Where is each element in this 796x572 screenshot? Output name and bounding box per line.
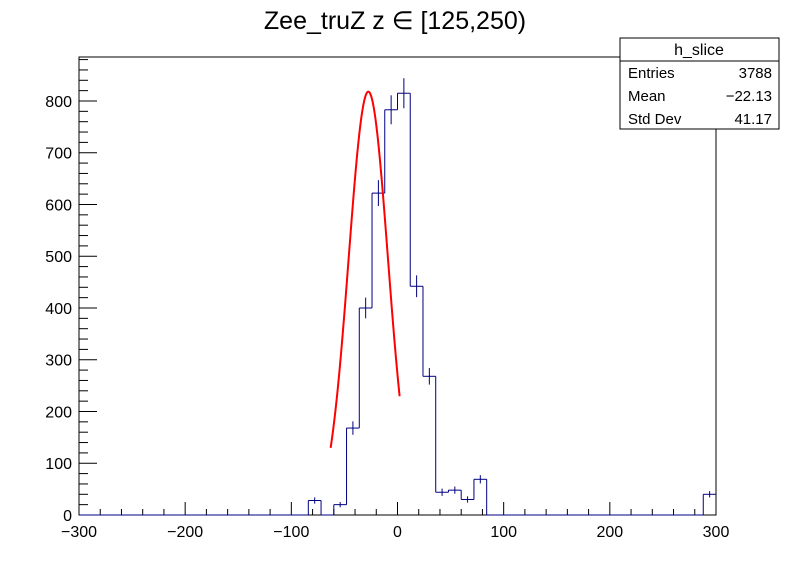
stats-box-name: h_slice [674, 42, 724, 59]
y-tick-label: 500 [45, 249, 72, 266]
y-tick-label: 300 [45, 353, 72, 370]
x-tick-label: 0 [393, 524, 402, 541]
stats-stddev-label: Std Dev [628, 111, 682, 128]
x-tick-label: 100 [490, 524, 517, 541]
y-tick-label: 400 [45, 301, 72, 318]
y-tick-label: 700 [45, 146, 72, 163]
x-tick-label: −100 [273, 524, 309, 541]
y-tick-label: 100 [45, 456, 72, 473]
histogram-bars [79, 92, 716, 516]
y-tick-label: 800 [45, 94, 72, 111]
y-tick-label: 0 [63, 508, 72, 525]
y-tick-label: 600 [45, 197, 72, 214]
stats-box: h_slice Entries 3788 Mean −22.13 Std Dev… [619, 37, 780, 130]
y-tick-label: 200 [45, 404, 72, 421]
stats-mean-label: Mean [628, 88, 666, 105]
stats-mean-value: −22.13 [726, 88, 772, 105]
error-bars [314, 78, 711, 508]
stats-box-frame [619, 37, 780, 130]
stats-entries-label: Entries [628, 65, 675, 82]
stats-entries-value: 3788 [739, 65, 772, 82]
x-tick-label: −200 [167, 524, 203, 541]
x-tick-label: 300 [703, 524, 730, 541]
x-tick-label: 200 [596, 524, 623, 541]
x-tick-label: −300 [61, 524, 97, 541]
chart-title: Zee_truZ z ∈ [125,250) [264, 7, 526, 35]
stats-stddev-value: 41.17 [734, 111, 772, 128]
axes: −300 −200 −100 0 100 200 300 0 100 200 300 400 500 60… [45, 59, 730, 541]
gaussian-fit-curve [329, 90, 401, 448]
